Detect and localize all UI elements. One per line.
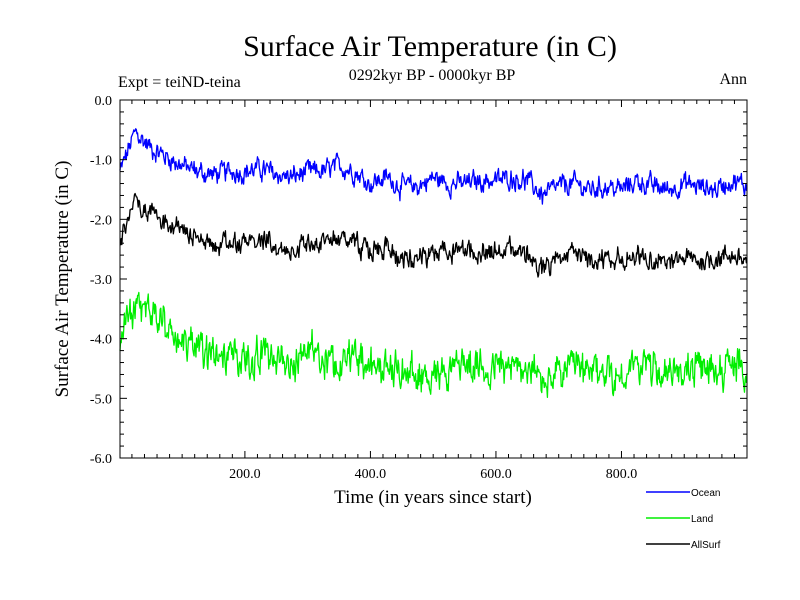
period-label: Ann	[719, 71, 747, 88]
y-tick-label: -3.0	[90, 273, 112, 288]
chart-title: Surface Air Temperature (in C)	[243, 30, 617, 63]
x-tick-label: 200.0	[229, 467, 261, 482]
y-tick-label: -1.0	[90, 154, 112, 169]
legend-label-ocean: Ocean	[691, 488, 720, 499]
x-axis-label: Time (in years since start)	[334, 487, 532, 508]
tick-labels: 0.0 -1.0 -2.0 -3.0 -4.0 -5.0 -6.0 200.0 400.0 600…	[90, 94, 637, 482]
series-line-allsurf	[119, 192, 748, 278]
y-tick-label: -4.0	[90, 333, 112, 348]
x-tick-label: 600.0	[480, 467, 512, 482]
y-axis-label: Surface Air Temperature (in C)	[52, 161, 73, 398]
legend-label-allsurf: AllSurf	[691, 540, 721, 551]
legend: Ocean Land AllSurf	[646, 488, 721, 551]
y-tick-label: 0.0	[95, 94, 113, 109]
chart-subtitle: 0292kyr BP - 0000kyr BP	[349, 67, 516, 84]
ticks-layer	[120, 99, 748, 459]
series-layer	[119, 128, 748, 399]
y-tick-label: -5.0	[90, 392, 112, 407]
series-line-land	[119, 291, 748, 399]
x-tick-label: 400.0	[355, 467, 387, 482]
series-line-ocean	[119, 128, 748, 205]
plot-frame	[119, 99, 748, 459]
y-tick-label: -2.0	[90, 213, 112, 228]
experiment-label: Expt = teiND-teina	[118, 74, 241, 91]
legend-label-land: Land	[691, 514, 713, 525]
x-tick-label: 800.0	[606, 467, 638, 482]
y-tick-label: -6.0	[90, 452, 112, 467]
